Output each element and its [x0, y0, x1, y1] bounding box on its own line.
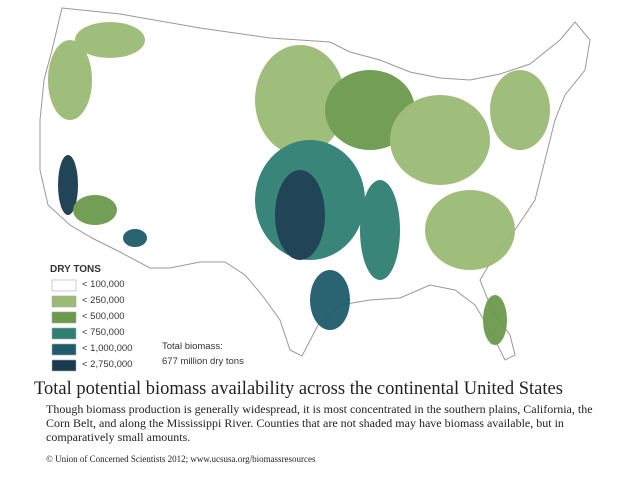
legend-label: < 500,000 [82, 311, 125, 322]
legend-swatch [51, 359, 77, 372]
legend [51, 279, 77, 372]
legend-label: < 250,000 [82, 295, 125, 306]
region [75, 22, 145, 58]
caption-description: Though biomass production is generally w… [46, 402, 593, 444]
region [490, 70, 550, 150]
legend-swatch [51, 295, 77, 308]
region [483, 295, 507, 345]
region [310, 270, 350, 330]
legend-title: DRY TONS [50, 264, 101, 275]
legend-label: < 100,000 [82, 279, 125, 290]
legend-swatch [51, 311, 77, 324]
region [73, 195, 117, 225]
total-value: 677 million dry tons [162, 356, 244, 367]
legend-label: < 750,000 [82, 327, 125, 338]
region [360, 180, 400, 280]
total-label: Total biomass: [162, 341, 223, 352]
region [255, 45, 345, 155]
region [425, 190, 515, 270]
legend-swatch [51, 327, 77, 340]
region [390, 95, 490, 185]
region [275, 170, 325, 260]
legend-label: < 2,750,000 [82, 359, 133, 370]
legend-label: < 1,000,000 [82, 343, 133, 354]
region [48, 40, 92, 120]
region [123, 229, 147, 247]
credit: © Union of Concerned Scientists 2012; ww… [46, 454, 316, 464]
legend-swatch [51, 343, 77, 356]
map [39, 7, 591, 372]
legend-swatch [51, 279, 77, 292]
region [58, 155, 78, 215]
caption-title: Total potential biomass availability acr… [34, 379, 563, 399]
county-shading [48, 22, 550, 345]
